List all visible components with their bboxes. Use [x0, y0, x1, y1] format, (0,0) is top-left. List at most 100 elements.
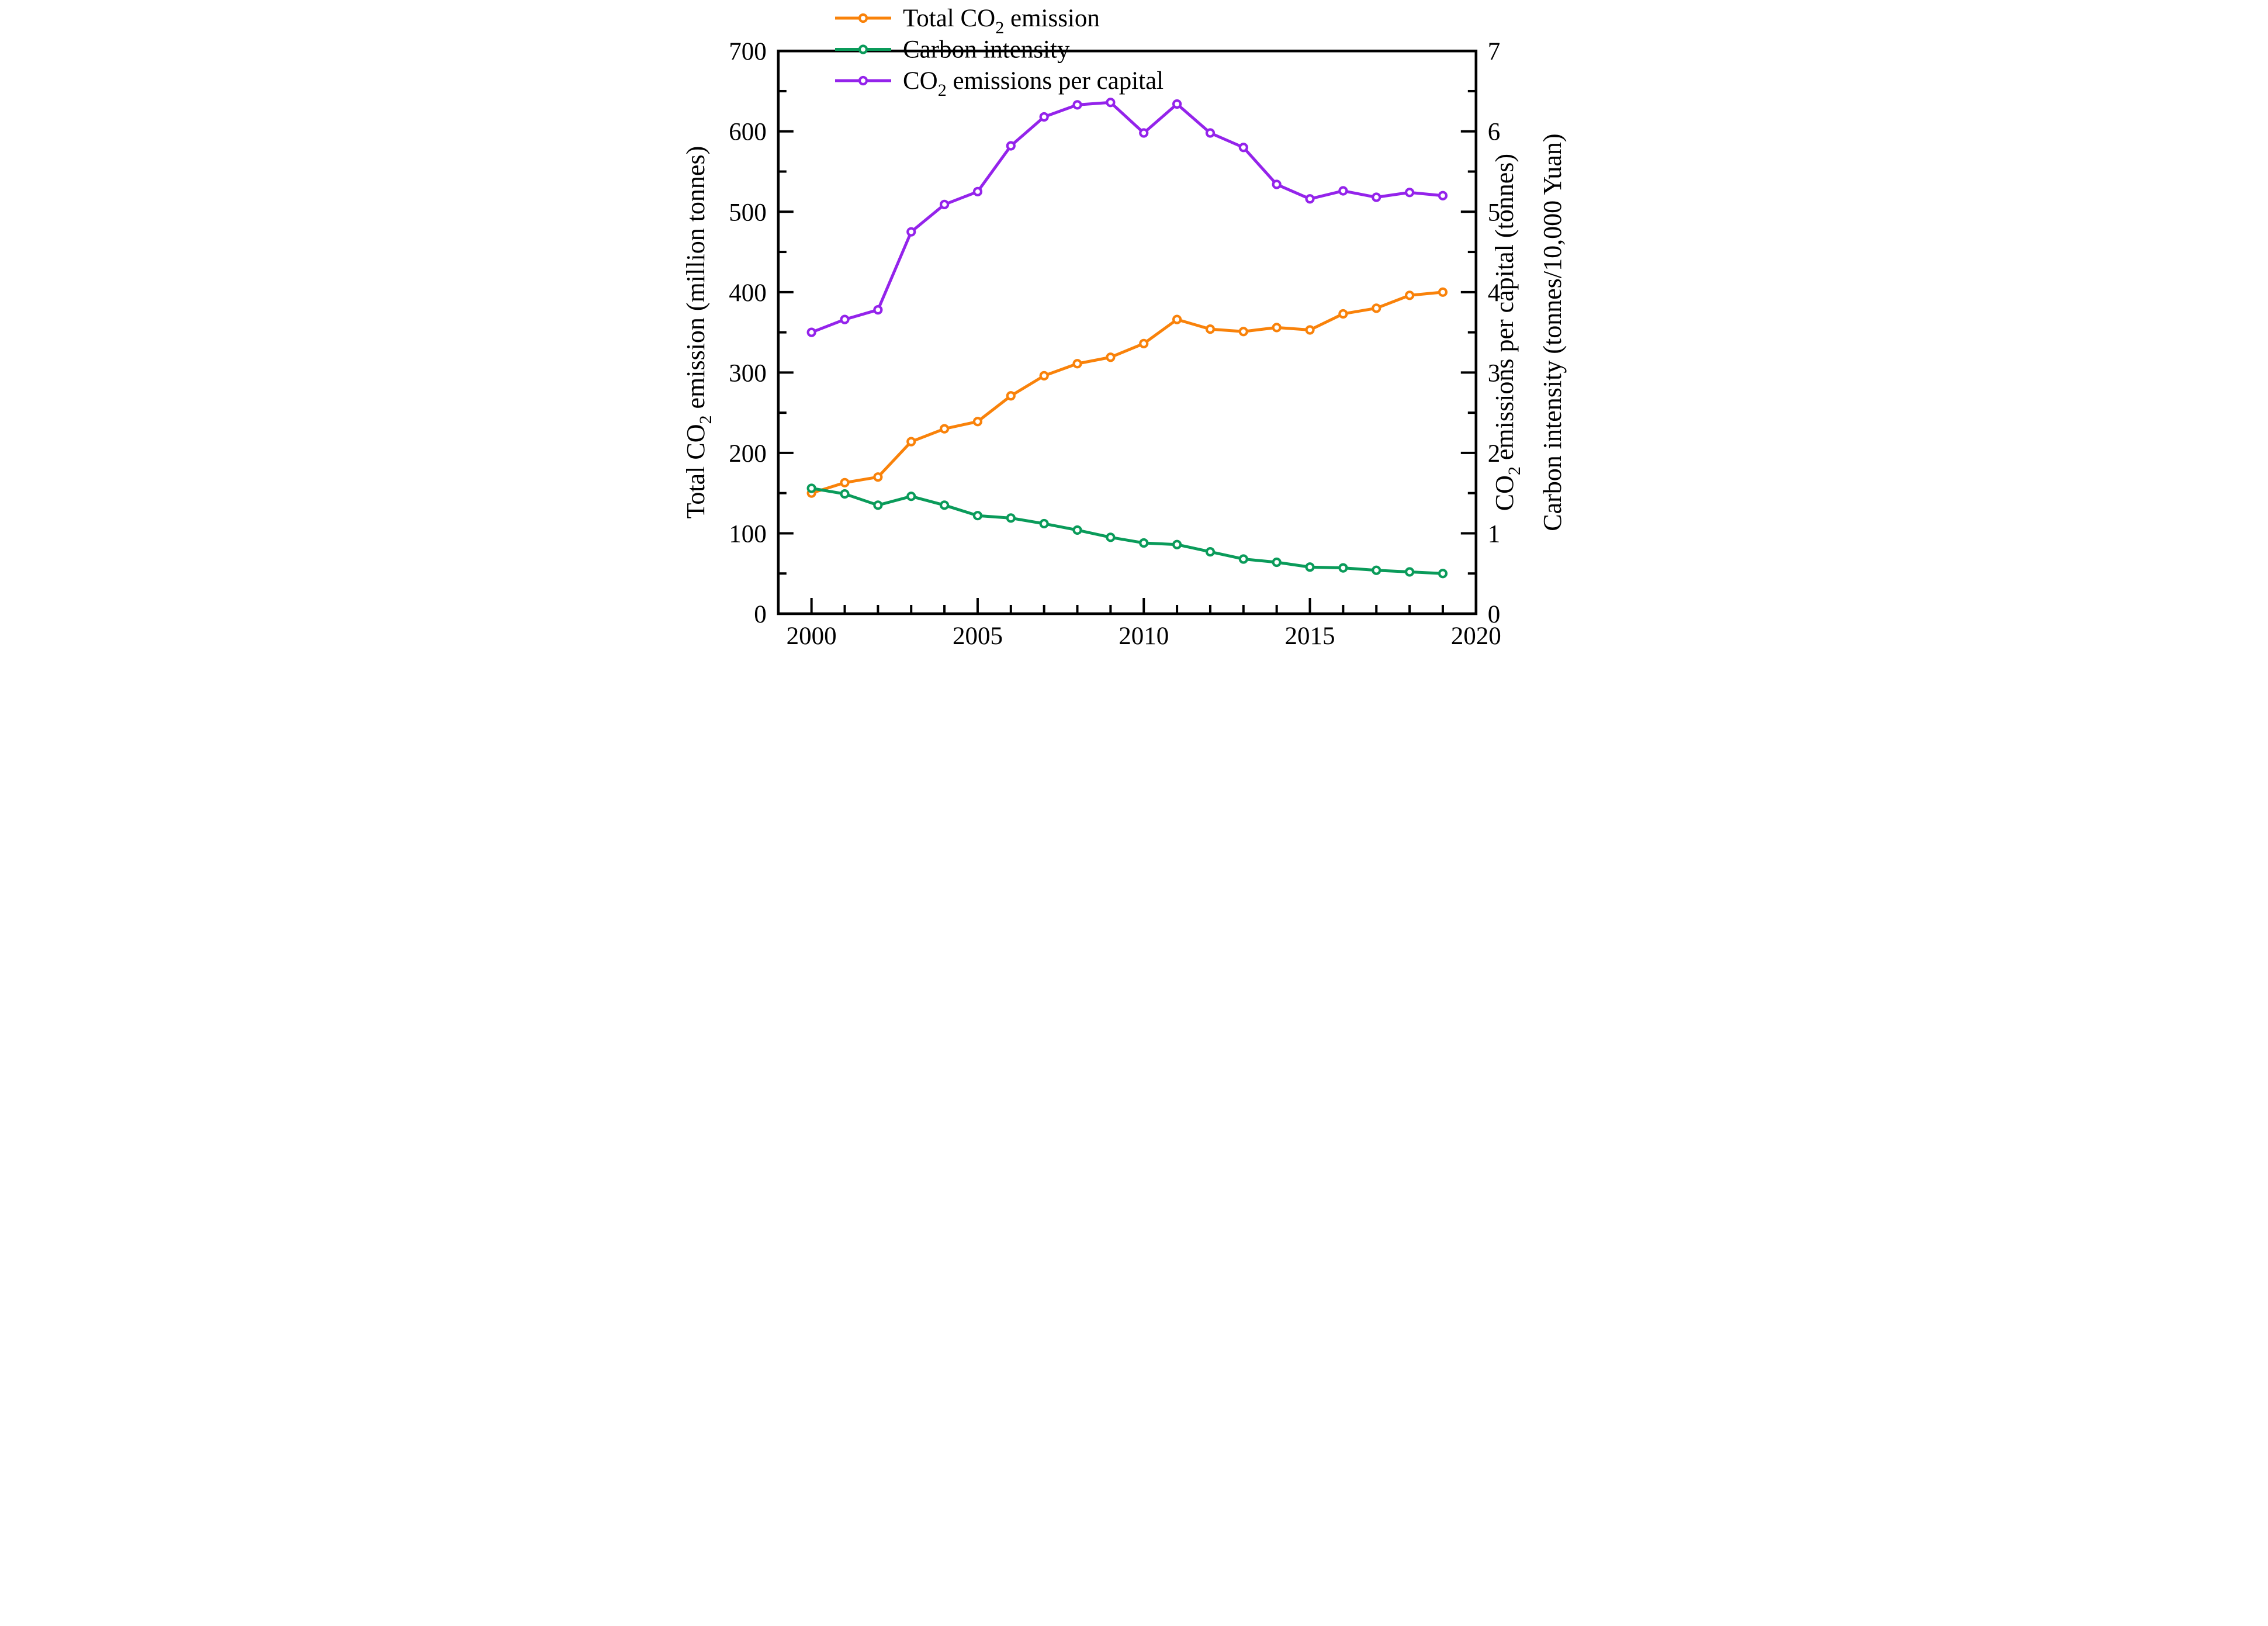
co2-emissions-per-capital-marker: [1072, 100, 1082, 110]
x-axis-tick-label: 2010: [1119, 622, 1169, 650]
co2-emissions-per-capital-marker: [939, 199, 949, 210]
left-axis-tick-label: 600: [729, 119, 767, 146]
right-axis-tick-label: 6: [1487, 119, 1500, 146]
carbon-intensity-marker: [1039, 518, 1049, 529]
carbon-intensity-marker: [1338, 563, 1348, 573]
carbon-intensity-marker: [1172, 539, 1182, 549]
right-axis-tick-label: 1: [1487, 520, 1500, 548]
co2-emissions-per-capital-line: [809, 101, 1444, 334]
co2-emissions-per-capital-marker: [1172, 99, 1182, 109]
carbon-intensity-marker: [1438, 569, 1448, 579]
co2-emissions-per-capital-marker: [1338, 186, 1348, 196]
carbon-intensity-marker: [1404, 567, 1414, 577]
carbon-intensity-marker: [1072, 525, 1082, 535]
total-co2-emission-marker: [1238, 327, 1248, 337]
carbon-intensity-marker: [1272, 557, 1282, 568]
carbon-intensity-marker: [872, 500, 882, 510]
co2-emissions-per-capital-marker: [806, 327, 816, 337]
carbon-intensity-marker: [1138, 538, 1148, 548]
carbon-intensity-marker: [1371, 565, 1381, 575]
right-axis-tick-label: 4: [1487, 279, 1500, 307]
left-axis-tick-label: 200: [729, 440, 767, 468]
co2-emissions-per-capital-marker: [906, 227, 916, 237]
left-axis-tick-label: 400: [729, 279, 767, 307]
right-axis-tick-label: 5: [1487, 199, 1500, 226]
legend-entry-total-co2-emission: Total CO2 emission: [835, 5, 1100, 37]
x-axis-tick-label: 2015: [1284, 622, 1335, 650]
left-axis-tick-label: 700: [729, 38, 767, 65]
carbon-intensity-marker: [1006, 513, 1016, 523]
total-co2-emission-marker: [1272, 323, 1282, 333]
left-axis-tick-label: 300: [729, 359, 767, 387]
co2-emissions-per-capital-marker: [1006, 141, 1016, 151]
left-axis-tick-label: 0: [754, 601, 767, 628]
right-axis-tick-label: 3: [1487, 359, 1500, 387]
co2-emissions-per-capital-marker: [1438, 191, 1448, 200]
x-axis-tick-label: 2000: [786, 622, 836, 650]
right-axis-title-per-capita: CO2 emissions per capital (tonnes): [1490, 154, 1524, 511]
total-co2-emission-marker: [1172, 314, 1182, 324]
co2-emissions-per-capital-marker: [1272, 179, 1282, 189]
plot-frame: [777, 49, 1477, 615]
co2-emissions-per-capital-marker: [1105, 98, 1115, 108]
legend-entry-carbon-intensity: Carbon intensity: [835, 36, 1070, 64]
legend-swatch-marker: [858, 44, 868, 54]
right-axis-tick-label: 2: [1487, 440, 1500, 468]
total-co2-emission-marker: [1438, 287, 1448, 297]
left-axis-title: Total CO2 emission (million tonnes): [681, 146, 715, 519]
series-carbon-intensity: [806, 483, 1448, 579]
total-co2-emission-marker: [972, 417, 982, 427]
x-axis-tick-label: 2005: [952, 622, 1002, 650]
co2-emissions-per-capital-marker: [1404, 188, 1414, 198]
total-co2-emission-marker: [1338, 309, 1348, 319]
legend-entry-co2-emissions-per-capital: CO2 emissions per capital: [835, 67, 1164, 100]
axis-ticks: [778, 50, 1477, 615]
total-co2-emission-marker: [1039, 371, 1049, 380]
x-axis-tick-label: 2020: [1450, 622, 1501, 650]
total-co2-emission-marker: [906, 437, 916, 447]
total-co2-emission-marker: [939, 424, 949, 434]
left-axis-tick-label: 500: [729, 199, 767, 226]
carbon-intensity-marker: [939, 500, 949, 510]
carbon-intensity-marker: [1105, 532, 1115, 542]
axis-tick-labels: 0 100 200 300 400 500 600 700 0 1 2 3 4 5 6 7 2000 2005 20…: [729, 38, 1501, 650]
total-co2-emission-line: [809, 290, 1444, 495]
right-axis-tick-label: 7: [1487, 38, 1500, 65]
co2-emissions-per-capital-marker: [1304, 194, 1315, 204]
total-co2-emission-marker: [1205, 324, 1215, 334]
total-co2-emission-marker: [1304, 325, 1315, 335]
total-co2-emission-marker: [1105, 352, 1115, 362]
co2-emissions-per-capital-marker: [1205, 128, 1215, 138]
total-co2-emission-marker: [1006, 391, 1016, 401]
legend-label: Total CO2 emission: [903, 5, 1100, 37]
chart-canvas: 0 100 200 300 400 500 600 700 0 1 2 3 4 5 6 7 2000 2005 20…: [680, 0, 1588, 651]
carbon-intensity-marker: [1238, 554, 1248, 564]
total-co2-emission-marker: [839, 478, 850, 487]
series-co2-emissions-per-capital: [806, 98, 1448, 337]
legend-swatch-marker: [858, 75, 868, 86]
co2-emissions-chart: 0 100 200 300 400 500 600 700 0 1 2 3 4 5 6 7 2000 2005 20…: [680, 0, 1588, 651]
total-co2-emission-marker: [1404, 290, 1414, 300]
carbon-intensity-line: [809, 486, 1444, 575]
series-total-co2-emission: [806, 287, 1448, 498]
total-co2-emission-marker: [872, 472, 882, 482]
co2-emissions-per-capital-marker: [1138, 128, 1148, 138]
carbon-intensity-marker: [806, 483, 816, 493]
co2-emissions-per-capital-marker: [972, 186, 982, 196]
total-co2-emission-marker: [1072, 359, 1082, 369]
left-axis-tick-label: 100: [729, 520, 767, 548]
carbon-intensity-marker: [1205, 546, 1215, 557]
right-axis-title-carbon-intensity: Carbon intensity (tonnes/10,000 Yuan): [1538, 133, 1567, 531]
carbon-intensity-marker: [906, 492, 916, 501]
legend-label: Carbon intensity: [903, 36, 1070, 64]
right-axis-tick-label: 0: [1487, 601, 1500, 628]
total-co2-emission-marker: [1371, 303, 1381, 313]
co2-emissions-per-capital-marker: [872, 305, 882, 315]
carbon-intensity-marker: [839, 489, 850, 499]
co2-emissions-per-capital-marker: [1238, 143, 1248, 153]
carbon-intensity-marker: [972, 511, 982, 521]
total-co2-emission-marker: [1138, 338, 1148, 348]
co2-emissions-per-capital-marker: [1371, 192, 1381, 202]
co2-emissions-per-capital-marker: [839, 314, 850, 324]
